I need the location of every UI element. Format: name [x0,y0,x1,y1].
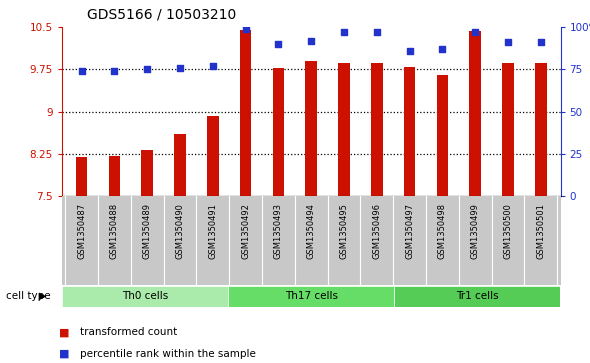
Point [339,29,349,35]
Point [143,66,152,72]
Bar [306,61,317,196]
Text: Tr1 cells: Tr1 cells [456,291,499,301]
Bar [109,155,120,196]
Point [175,65,185,71]
Point [274,41,283,47]
Point [241,26,250,32]
Text: Th0 cells: Th0 cells [122,291,168,301]
Bar [240,30,251,196]
Bar [142,150,153,196]
Bar [174,134,186,196]
Text: GSM1350491: GSM1350491 [208,203,217,259]
Point [307,38,316,44]
Text: GSM1350497: GSM1350497 [405,203,414,259]
Text: GSM1350499: GSM1350499 [471,203,480,259]
Text: GSM1350498: GSM1350498 [438,203,447,259]
Point [438,46,447,52]
Text: GSM1350494: GSM1350494 [307,203,316,259]
Bar [338,63,350,196]
Text: percentile rank within the sample: percentile rank within the sample [80,349,255,359]
Bar [502,63,514,196]
Point [77,68,86,74]
Text: GSM1350487: GSM1350487 [77,203,86,259]
Text: transformed count: transformed count [80,327,177,337]
Text: ▶: ▶ [39,291,46,301]
Text: ■: ■ [59,349,70,359]
Text: GSM1350495: GSM1350495 [339,203,349,259]
Text: GSM1350493: GSM1350493 [274,203,283,259]
Bar [207,116,218,196]
Point [372,29,382,35]
Point [536,40,546,45]
Text: GSM1350501: GSM1350501 [536,203,545,259]
Text: GSM1350492: GSM1350492 [241,203,250,259]
Point [405,48,414,54]
Text: Th17 cells: Th17 cells [285,291,337,301]
Bar [371,63,382,196]
Text: ■: ■ [59,327,70,337]
Text: GSM1350489: GSM1350489 [143,203,152,259]
Text: GDS5166 / 10503210: GDS5166 / 10503210 [87,8,236,22]
Text: GSM1350496: GSM1350496 [372,203,381,259]
Bar [470,30,481,196]
Text: GSM1350500: GSM1350500 [503,203,513,259]
Bar [535,63,546,196]
Text: GSM1350488: GSM1350488 [110,203,119,259]
Point [110,68,119,74]
Text: cell type: cell type [6,291,51,301]
Point [503,40,513,45]
Point [208,63,218,69]
Point [470,29,480,35]
Bar [437,75,448,196]
Bar [76,157,87,196]
Bar [273,68,284,196]
Text: GSM1350490: GSM1350490 [176,203,185,259]
Bar [404,67,415,196]
